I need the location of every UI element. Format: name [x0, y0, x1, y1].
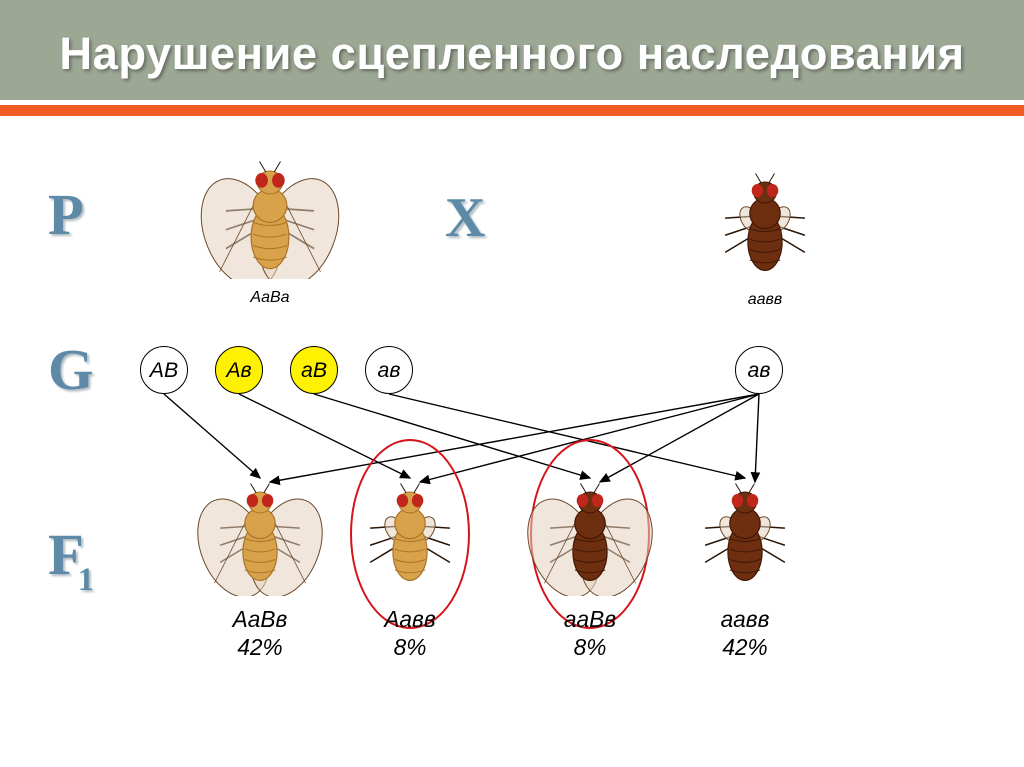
- gamete-recombinant: аВ: [290, 346, 338, 394]
- label-f1: F1: [48, 521, 94, 598]
- diagram-canvas: P G F1 X АаВа аавв АВ АваВ ав ав АаВв42% Аа…: [0, 121, 1024, 741]
- genotype-label: аавв42%: [680, 605, 810, 662]
- genotype-label: Аавв8%: [345, 605, 475, 662]
- genotype-label: АаВа: [200, 288, 340, 308]
- label-p: P: [48, 181, 84, 248]
- genotype-label: ааВв8%: [525, 605, 655, 662]
- fly-icon: [680, 466, 810, 596]
- inheritance-arrows: [0, 121, 1024, 741]
- parent-father: аавв: [700, 161, 830, 310]
- offspring-0: АаВв42%: [195, 466, 325, 662]
- gamete-parental: ав: [365, 346, 413, 394]
- cross-symbol: X: [445, 186, 485, 250]
- gamete-parental: ав: [735, 346, 783, 394]
- genotype-label: АаВв42%: [195, 605, 325, 662]
- fly-icon: [345, 466, 475, 596]
- genotype-label: аавв: [700, 290, 830, 310]
- fly-icon: [700, 161, 830, 281]
- fly-icon: [200, 149, 340, 279]
- offspring-2: ааВв8%: [525, 466, 655, 662]
- gamete-recombinant: Ав: [215, 346, 263, 394]
- offspring-3: аавв42%: [680, 466, 810, 662]
- gamete-parental: АВ: [140, 346, 188, 394]
- fly-icon: [195, 466, 325, 596]
- parent-mother: АаВа: [200, 149, 340, 308]
- page-title: Нарушение сцепленного наследования: [0, 28, 1024, 80]
- label-g: G: [48, 336, 94, 403]
- header: Нарушение сцепленного наследования: [0, 0, 1024, 100]
- accent-bar: [0, 100, 1024, 121]
- fly-icon: [525, 466, 655, 596]
- offspring-1: Аавв8%: [345, 466, 475, 662]
